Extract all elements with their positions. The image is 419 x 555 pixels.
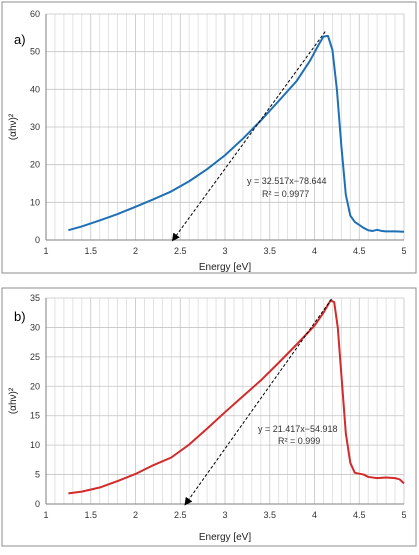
y-tick-label: 20 [30, 381, 40, 391]
y-tick-label: 50 [30, 47, 40, 57]
x-tick-label: 4.5 [353, 510, 366, 520]
x-tick-label: 1.5 [84, 510, 97, 520]
y-tick-label: 0 [35, 499, 40, 509]
x-tick-label: 3.5 [263, 510, 276, 520]
x-tick-label: 2.5 [174, 246, 187, 256]
x-tick-label: 3 [222, 246, 227, 256]
x-tick-label: 4 [312, 246, 317, 256]
x-tick-label: 1 [43, 246, 48, 256]
y-tick-label: 10 [30, 440, 40, 450]
y-tick-label: 30 [30, 122, 40, 132]
y-axis-label: (αhν)² [8, 113, 19, 140]
y-tick-label: 0 [35, 235, 40, 245]
y-axis-label: (αhν)² [8, 387, 19, 414]
data-series-line [68, 34, 405, 233]
chart-panel-b: 1 1.5 2 2.5 3 3.5 4 4.5 5 0 5 10 15 20 25 30 35 Energy [e… [1, 287, 417, 547]
x-tick-label: 4 [312, 510, 317, 520]
x-tick-label: 1 [43, 510, 48, 520]
fit-equation-label: y = 32.517x−78.644 [247, 176, 327, 186]
x-tick-label: 2 [133, 510, 138, 520]
x-tick-label: 3.5 [263, 246, 276, 256]
linear-fit-arrow [171, 31, 326, 242]
y-tick-label: 25 [30, 352, 40, 362]
x-tick-label: 1.5 [84, 246, 97, 256]
x-tick-label: 4.5 [353, 246, 366, 256]
y-tick-label: 15 [30, 411, 40, 421]
y-tick-label: 40 [30, 84, 40, 94]
x-tick-label: 2.5 [174, 510, 187, 520]
y-tick-label: 20 [30, 160, 40, 170]
fit-equation-label: y = 21.417x−54.918 [258, 424, 338, 434]
y-tick-label: 35 [30, 293, 40, 303]
panel-frame [1, 287, 417, 547]
data-series-line [68, 299, 405, 495]
x-axis-label: Energy [eV] [199, 262, 251, 273]
panel-frame [1, 1, 417, 274]
y-tick-label: 10 [30, 197, 40, 207]
y-tick-label: 30 [30, 322, 40, 332]
x-tick-label: 3 [222, 510, 227, 520]
x-tick-label: 2 [133, 246, 138, 256]
x-tick-label: 5 [401, 510, 406, 520]
linear-fit-arrow [184, 298, 332, 506]
fit-r2-label: R² = 0.999 [278, 436, 320, 446]
panel-label: b) [14, 309, 26, 324]
panel-label: a) [14, 32, 26, 47]
y-tick-label: 60 [30, 9, 40, 19]
y-tick-label: 5 [35, 470, 40, 480]
x-tick-label: 5 [401, 246, 406, 256]
fit-r2-label: R² = 0.9977 [262, 189, 309, 199]
x-axis-label: Energy [eV] [199, 532, 251, 543]
